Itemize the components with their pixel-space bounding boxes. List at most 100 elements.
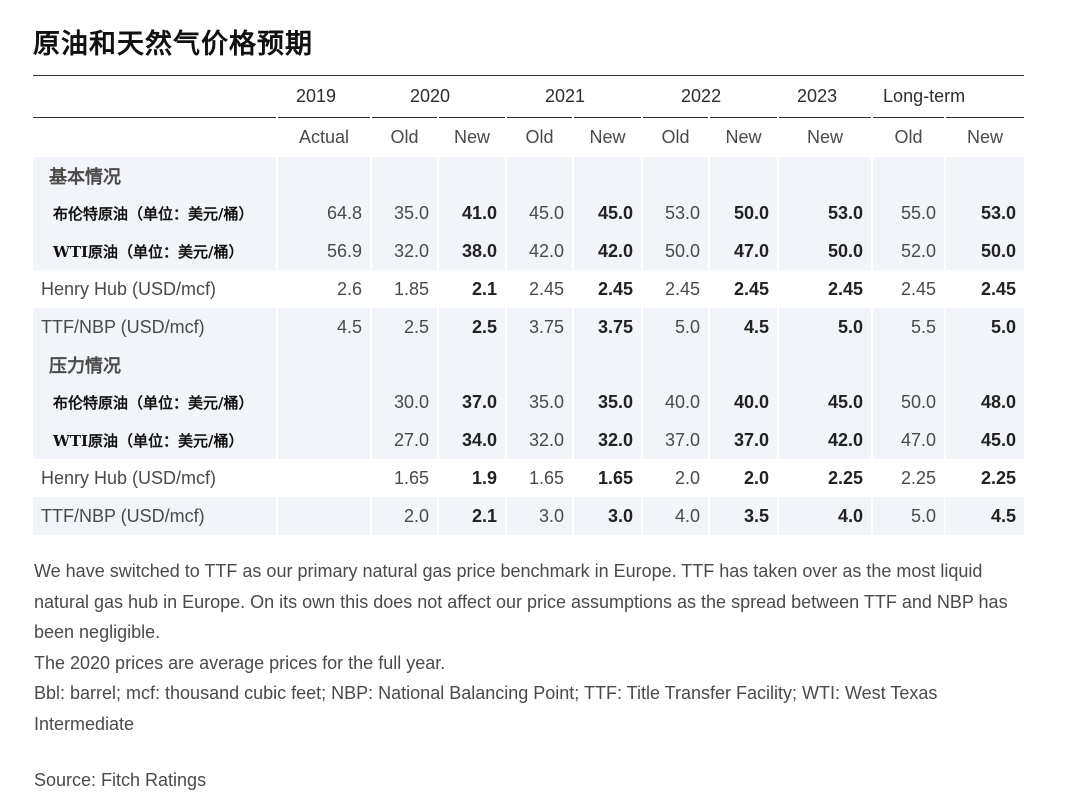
value-cell: 2.45	[777, 270, 871, 308]
table-row: TTF/NBP (USD/mcf) 4.5 2.5 2.5 3.75 3.75 5.0 4.5…	[33, 308, 1025, 346]
value-cell: 4.5	[708, 308, 778, 346]
section-filler-cell	[437, 346, 506, 383]
value-cell: 32.0	[572, 421, 642, 459]
value-cell: 2.5	[370, 308, 437, 346]
subheader-cell: Old	[370, 117, 437, 157]
value-cell: 2.0	[708, 459, 777, 497]
subheader-cell: New	[437, 117, 505, 157]
subheader-cell: New	[708, 117, 777, 157]
section-filler-cell	[944, 157, 1025, 194]
row-label: WTI原油（单位：美元/桶）	[33, 421, 276, 459]
section-label: 压力情况	[33, 346, 276, 383]
value-cell: 32.0	[505, 421, 573, 459]
section-label: 基本情况	[33, 157, 276, 194]
row-label: Henry Hub (USD/mcf)	[41, 467, 217, 488]
section-filler-cell	[572, 346, 642, 383]
year-2022: 2022	[641, 76, 777, 117]
year-long-term: Long-term	[871, 76, 1024, 117]
value-cell: 64.8	[276, 194, 370, 232]
value-cell: 42.0	[505, 232, 573, 270]
header-corner	[33, 76, 276, 117]
section-header-row: 基本情况	[33, 157, 1025, 194]
value-cell	[276, 497, 370, 535]
value-cell: 27.0	[370, 421, 437, 459]
source-credit: Source: Fitch Ratings	[34, 770, 207, 790]
value-cell: 1.65	[505, 459, 572, 497]
subheader-cell: New	[944, 117, 1024, 157]
value-cell: 3.0	[572, 497, 642, 535]
table-row: WTI原油（单位：美元/桶） 27.0 34.0 32.0 32.0 37.0 37.0 42…	[33, 421, 1025, 459]
row-label: Henry Hub (USD/mcf)	[41, 278, 217, 299]
value-cell: 2.1	[437, 270, 505, 308]
value-cell: 2.0	[370, 497, 437, 535]
value-cell	[276, 459, 370, 497]
value-cell: 5.0	[871, 497, 945, 535]
section-filler-cell	[871, 157, 945, 194]
value-cell: 45.0	[944, 421, 1025, 459]
value-cell: 55.0	[871, 194, 945, 232]
table-row: Henry Hub (USD/mcf) 1.65 1.9 1.65 1.65 2.0 2.0…	[33, 459, 1024, 497]
value-cell: 2.0	[641, 459, 708, 497]
row-label: TTF/NBP (USD/mcf)	[33, 308, 276, 346]
value-cell: 1.65	[572, 459, 641, 497]
year-2019: 2019	[276, 76, 370, 117]
subheader-cell: Actual	[276, 117, 370, 157]
value-cell: 47.0	[708, 232, 778, 270]
section-filler-cell	[708, 346, 778, 383]
section-filler-cell	[572, 157, 642, 194]
table-row: Henry Hub (USD/mcf) 2.6 1.85 2.1 2.45 2.45 2.4…	[33, 270, 1024, 308]
section-filler-cell	[708, 157, 778, 194]
value-cell: 50.0	[777, 232, 872, 270]
section-filler-cell	[437, 157, 506, 194]
value-cell: 32.0	[370, 232, 437, 270]
value-cell: 45.0	[777, 383, 872, 421]
subheader-cell: Old	[505, 117, 572, 157]
value-cell: 2.45	[944, 270, 1024, 308]
value-cell: 53.0	[777, 194, 872, 232]
value-cell: 4.0	[641, 497, 709, 535]
subheader-cell: Old	[871, 117, 944, 157]
row-label: 布伦特原油（单位：美元/桶）	[33, 194, 276, 232]
value-cell: 2.25	[777, 459, 871, 497]
value-cell: 48.0	[944, 383, 1025, 421]
value-cell: 56.9	[276, 232, 370, 270]
value-cell: 41.0	[437, 194, 506, 232]
value-cell: 5.0	[944, 308, 1025, 346]
value-cell: 37.0	[437, 383, 506, 421]
value-cell: 53.0	[944, 194, 1025, 232]
value-cell: 47.0	[871, 421, 945, 459]
value-cell: 37.0	[641, 421, 709, 459]
value-cell: 2.45	[708, 270, 777, 308]
section-filler-cell	[777, 157, 872, 194]
value-cell: 35.0	[505, 383, 573, 421]
section-filler-cell	[505, 157, 573, 194]
value-cell: 5.5	[871, 308, 945, 346]
value-cell: 5.0	[641, 308, 709, 346]
value-cell: 42.0	[572, 232, 642, 270]
value-cell: 40.0	[708, 383, 778, 421]
table-row: 布伦特原油（单位：美元/桶） 64.8 35.0 41.0 45.0 45.0 53.0 50…	[33, 194, 1025, 232]
section-filler-cell	[641, 157, 709, 194]
price-table: 2019 2020 2021 2022 2023 Long-term Actua…	[33, 76, 1025, 535]
value-cell: 2.45	[871, 270, 944, 308]
value-cell: 4.5	[944, 497, 1025, 535]
section-filler-cell	[871, 346, 945, 383]
section-filler-cell	[944, 346, 1025, 383]
value-cell: 50.0	[871, 383, 945, 421]
year-2021: 2021	[505, 76, 641, 117]
value-cell: 45.0	[505, 194, 573, 232]
subheader-cell: New	[777, 117, 871, 157]
value-cell: 45.0	[572, 194, 642, 232]
value-cell: 2.25	[871, 459, 944, 497]
value-cell: 5.0	[777, 308, 872, 346]
footnotes: We have switched to TTF as our primary n…	[34, 556, 1034, 739]
page-title: 原油和天然气价格预期	[33, 29, 313, 60]
footnote-ttf: We have switched to TTF as our primary n…	[34, 561, 1008, 642]
row-label: 布伦特原油（单位：美元/桶）	[33, 383, 276, 421]
value-cell: 2.45	[572, 270, 641, 308]
value-cell: 4.5	[276, 308, 370, 346]
value-cell: 2.1	[437, 497, 506, 535]
section-filler-cell	[276, 157, 370, 194]
row-label: TTF/NBP (USD/mcf)	[33, 497, 276, 535]
value-cell: 4.0	[777, 497, 872, 535]
